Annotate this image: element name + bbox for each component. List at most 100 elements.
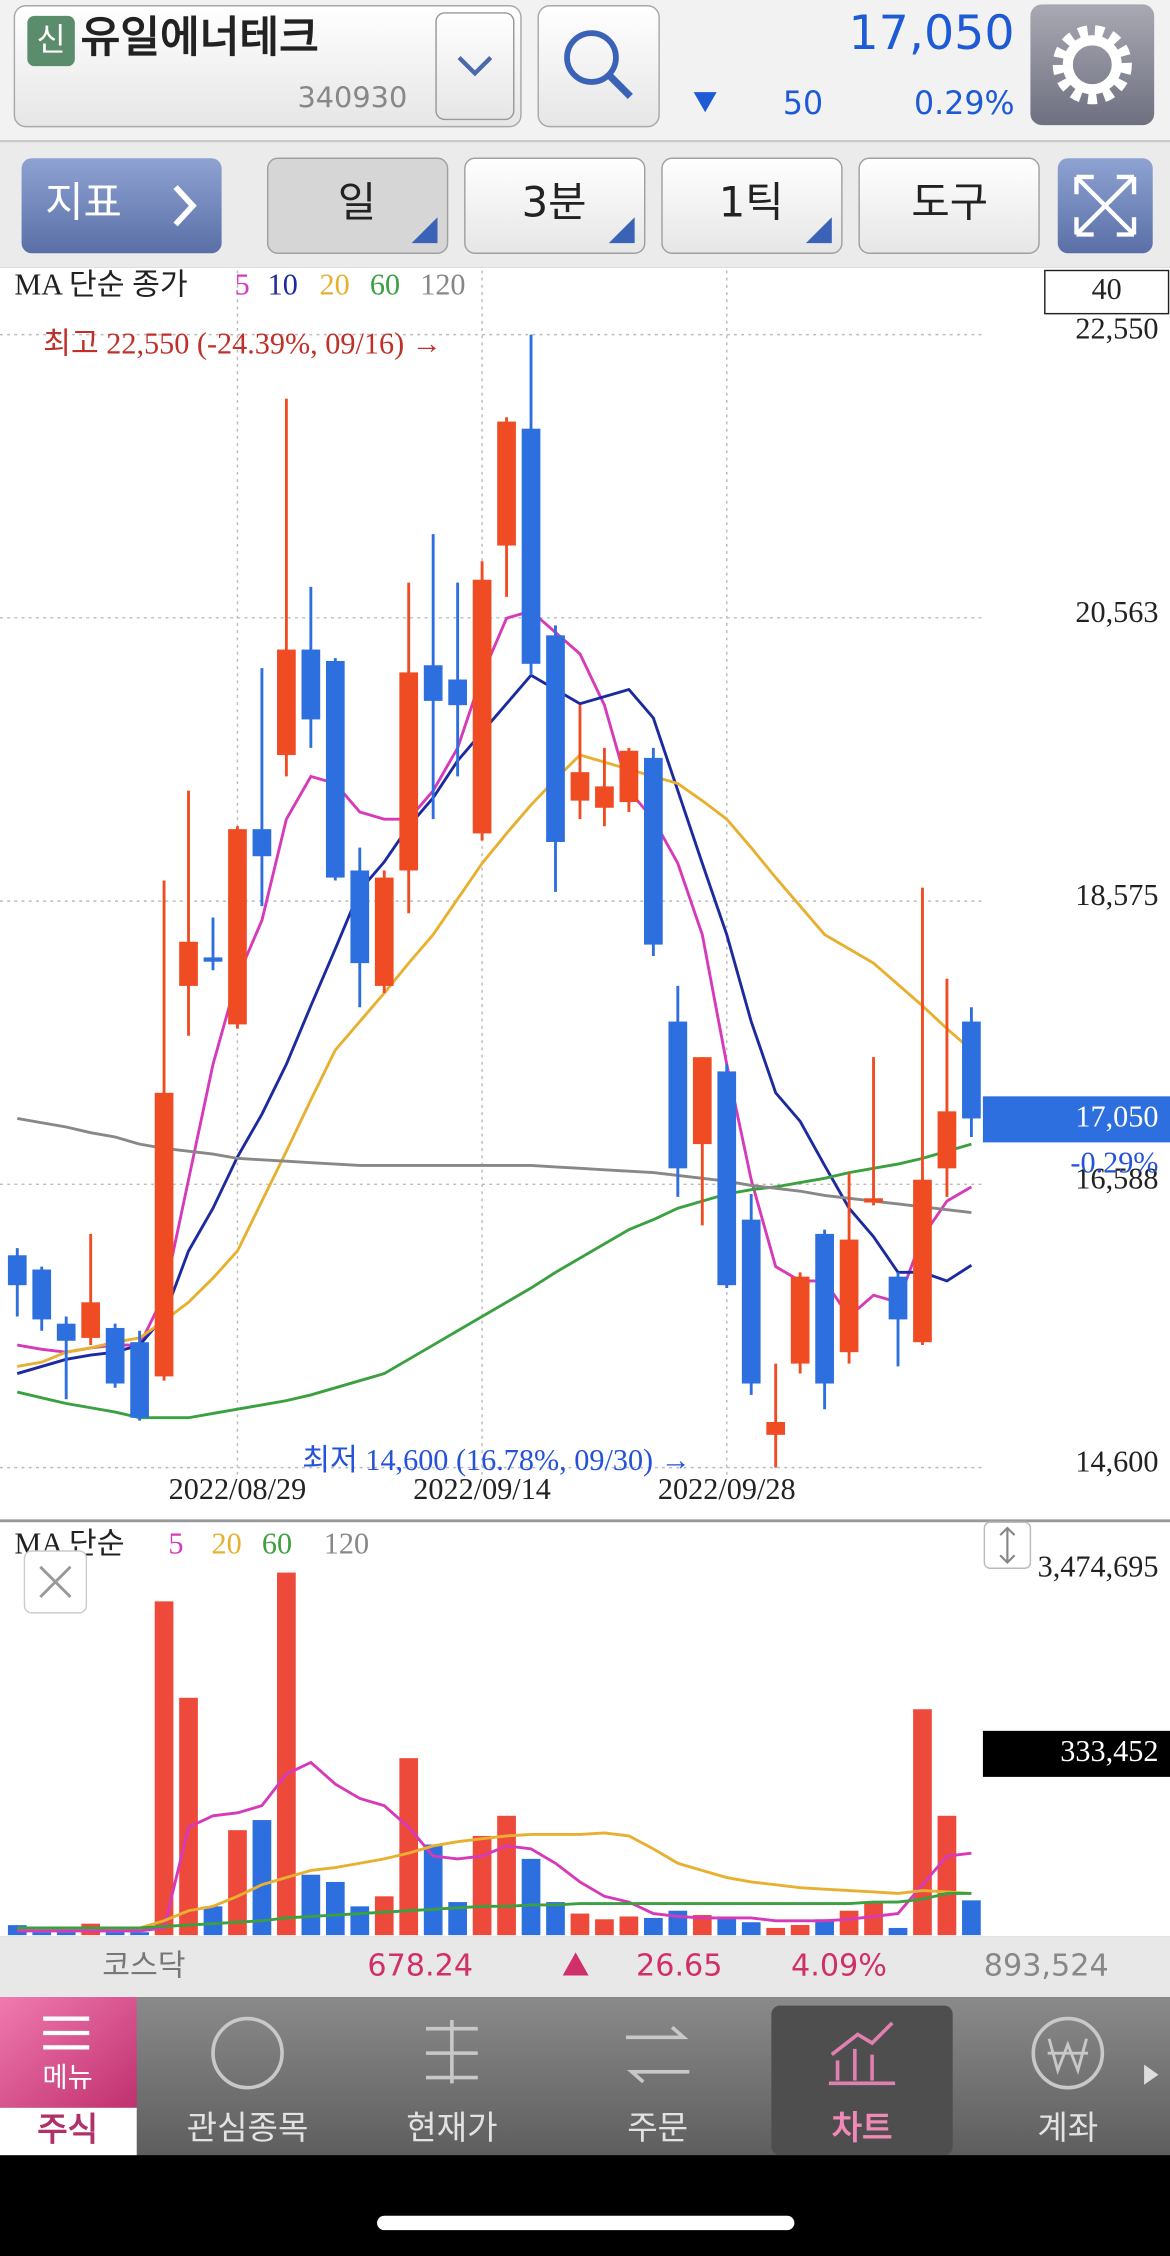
legend-title: MA 단순 종가 [14,268,187,302]
volume-bar [32,1932,52,1936]
x-tick-label: 2022/08/29 [169,1472,307,1506]
legend-entry: 20 [212,1527,242,1561]
price-tag-text: 17,050 [1075,1099,1158,1133]
tick-label: 1틱 [719,178,784,227]
menu-icon [43,2016,90,2050]
tick-corner [805,217,832,244]
tab-icon [828,2021,896,2086]
candle-body [864,1198,883,1203]
candle-body [7,1255,27,1286]
resize-icon [999,1526,1016,1565]
candle-body [56,1323,76,1341]
price-tag [982,1096,1170,1143]
stock-tab[interactable] [0,2107,137,2156]
candle-body [472,579,492,834]
candle-body [668,1021,688,1169]
volume-bar [888,1927,908,1936]
candle-body [595,786,614,808]
volume-bar [130,1932,149,1936]
candle-body [301,649,321,720]
ma-line [17,1117,972,1214]
change-tag-text: -0.29% [1070,1145,1158,1179]
candle-body [325,660,345,878]
market-volume: 893,524 [984,1948,1109,1983]
volume-bar [203,1906,223,1936]
volume-bar [374,1896,394,1936]
y-tick-label: 14,600 [1075,1445,1158,1479]
tab-label[interactable]: 계좌 [1037,2108,1098,2147]
indicator-button[interactable] [21,158,222,254]
candle-body [644,757,663,945]
ma-line [17,753,973,1368]
menu-label: 메뉴 [42,2063,92,2094]
legend-entry: 120 [324,1527,369,1561]
volume-bar [497,1815,516,1936]
tools-button[interactable] [858,157,1040,254]
volume-bar [179,1697,198,1936]
volume-bar [815,1919,834,1936]
minute-button[interactable] [464,157,646,254]
volume-bar [790,1925,810,1936]
volume-tag [982,1730,1170,1777]
volume-bar [521,1858,541,1936]
dropdown-icon [457,56,493,77]
search-icon [564,30,619,85]
tick-button[interactable] [661,157,843,254]
high-note: 최고 22,550 (-24.39%, 09/16) → [43,327,442,361]
search-button[interactable] [537,5,660,128]
period-button[interactable] [266,157,449,254]
tab-icon [626,2025,690,2084]
candle-body [546,635,565,842]
tools-label: 도구 [911,178,988,227]
volume-bar [301,1874,321,1936]
indicator-label: 지표 [45,178,122,227]
dropdown-button[interactable] [435,12,515,121]
settings-button[interactable] [1030,4,1155,126]
candle-body [32,1269,52,1320]
y-tick-label: 22,550 [1075,312,1158,346]
candle-body [179,941,198,986]
period-box-text: 40 [1092,272,1122,306]
market-name: 코스닥 [102,1948,185,1983]
volume-bar [644,1917,663,1936]
period-corner [411,217,438,244]
candle-body [521,428,541,664]
volume-bar [399,1758,419,1936]
tab-label[interactable]: 관심종목 [187,2108,309,2147]
candle-body [105,1327,125,1384]
home-indicator[interactable] [377,2215,795,2231]
y-tick-label: 3,474,695 [1038,1550,1159,1584]
candle-body [766,1422,786,1435]
candle-body [399,672,419,871]
legend-entry: 60 [370,268,400,302]
badge [27,15,75,67]
candle-body [815,1233,834,1384]
candle-body [888,1276,908,1320]
tab-label[interactable]: 차트 [832,2108,893,2147]
chart-plot: 2022/08/29 2022/09/14 2022/09/28 22,550 20,5… [0,268,1159,1936]
candle-body [252,829,272,857]
more-arrow[interactable] [1144,2064,1159,2085]
tab-label[interactable]: 주문 [627,2108,688,2147]
market-rate: 4.09% [791,1948,887,1983]
stock-box[interactable] [13,5,522,128]
volume-bar [448,1902,467,1936]
candle-body [423,665,443,701]
legend-entry: 60 [262,1527,292,1561]
candle-body [839,1239,859,1353]
badge-text: 신 [37,23,66,59]
legend-entry: 5 [168,1527,183,1561]
candle-body [228,829,247,1025]
selected-tab[interactable] [771,2005,953,2156]
volume-bar [595,1919,614,1936]
price-change: 50 [783,86,823,122]
tab-label[interactable]: 현재가 [406,2108,497,2147]
volume-bar [277,1572,296,1936]
candle-body [741,1219,761,1384]
candle-body [962,1021,981,1119]
minute-label: 3분 [522,178,587,227]
candle-body [203,957,223,962]
menu-tab[interactable] [0,1997,137,2108]
search-icon-handle [606,72,633,99]
volume-bar [423,1844,443,1936]
